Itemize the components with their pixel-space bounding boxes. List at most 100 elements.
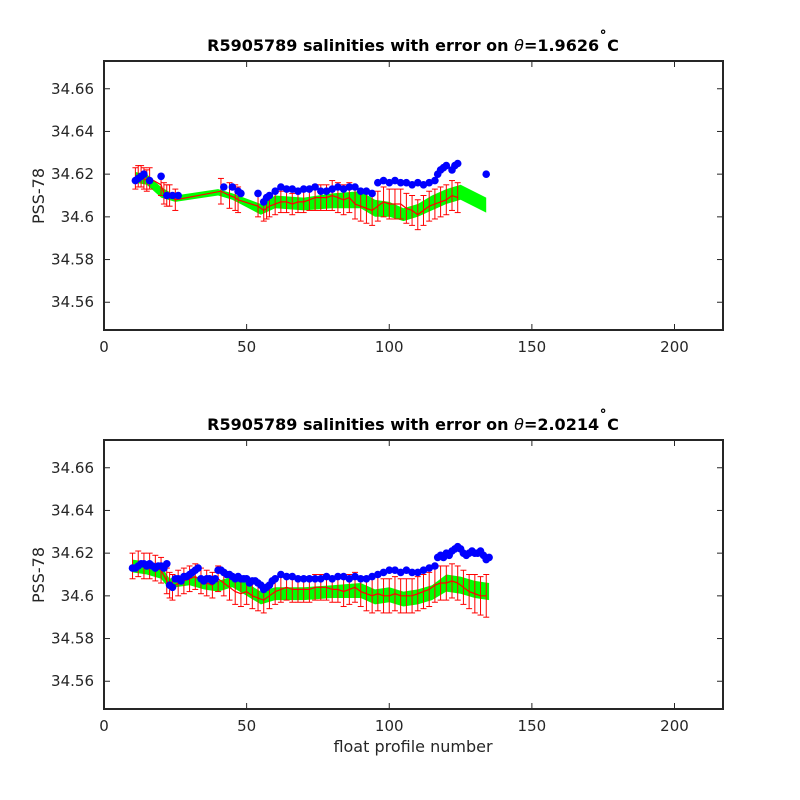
x-tick-label: 200 [660,338,689,356]
error-bar [454,182,461,214]
chart-panel-2: R5905789 salinities with error on θ=2.02… [29,408,724,756]
calibrated-point [362,575,371,583]
calibrated-point [194,564,202,572]
error-bar [460,569,467,605]
calibrated-point [356,575,365,583]
calibrated-point [282,572,291,581]
y-axis-label-1: PSS-78 [29,168,48,224]
y-tick-label: 34.56 [51,293,94,311]
calibrated-point [294,187,302,195]
climatology-band [135,172,487,222]
calibrated-point [351,183,359,191]
calibrated-point [288,572,297,581]
error-bar [426,571,433,608]
calibrated-point [322,187,331,195]
x-tick-label: 0 [99,717,109,735]
calibrated-point [351,572,359,581]
calibrated-point [482,170,491,178]
calibrated-point [374,570,382,579]
chart-title-1: R5905789 salinities with error on θ=1.96… [207,29,619,55]
y-tick-label: 34.66 [51,80,94,98]
error-bar [403,192,410,224]
calibrated-point [345,183,354,191]
calibrated-point [265,191,274,200]
error-bar [289,192,296,216]
calibrated-point [328,575,337,583]
error-bar [449,563,456,599]
calibrated-layer-2 [128,542,493,594]
error-bar [414,576,421,612]
calibrated-point [334,183,342,191]
calibrated-point [163,560,171,568]
climatology-band [132,559,490,607]
y-tick-label: 34.56 [51,672,94,690]
calibrated-point [220,183,228,191]
calibrated-point [277,570,285,579]
plot-frame-1 [103,60,724,331]
calibrated-point [271,575,280,583]
calibrated-point [425,178,434,187]
calibrated-point [328,185,337,193]
calibrated-point [299,185,308,193]
error-bar [397,578,404,614]
x-tick-label: 100 [375,717,404,735]
calibrated-point [163,191,171,200]
error-bar [466,574,473,610]
error-bar [454,565,461,601]
calibrated-point [311,575,319,583]
calibrated-point [237,189,245,198]
error-bar [409,578,416,614]
calibrated-point [379,568,388,577]
error-bar [420,574,427,610]
calibrated-point [271,187,280,195]
calibrated-point [396,568,405,577]
calibrated-point [402,566,411,574]
calibrated-layer-1 [131,159,491,206]
calibrated-point [374,178,382,187]
calibrated-point [356,187,365,195]
error-bar [443,184,450,216]
calibrated-point [368,189,376,198]
calibrated-point [368,572,376,581]
y-tick-label: 34.6 [61,587,94,605]
calibrated-point [305,185,314,193]
calibrated-point [322,572,331,581]
calibrated-point [408,568,416,577]
error-bar [426,190,433,222]
calibrated-point [277,183,285,191]
y-tick-label: 34.66 [51,459,94,477]
calibrated-point [317,187,325,195]
calibrated-point [140,170,148,178]
error-bar [380,578,387,614]
calibrated-point [305,575,314,583]
error-bar [437,186,444,218]
calibrated-point [334,572,342,581]
calibrated-point [379,176,388,185]
x-axis-label-2: float profile number [333,737,493,756]
calibrated-point [453,159,462,168]
calibrated-point [174,191,182,200]
calibrated-point [157,172,165,181]
calibrated-point [228,183,237,191]
calibrated-point [414,568,422,577]
y-tick-label: 34.62 [51,544,94,562]
calibrated-point [385,178,394,187]
calibrated-point [254,189,262,198]
error-bar [403,578,410,614]
error-bar [431,188,438,220]
y-tick-label: 34.58 [51,251,94,269]
calibrated-point [442,161,451,170]
x-tick-label: 150 [518,338,547,356]
error-bar [397,188,404,220]
calibrated-point [431,176,439,185]
calibrated-point [282,185,291,193]
error-bar [386,188,393,220]
error-bar [386,578,393,614]
y-tick-label: 34.64 [51,122,94,140]
error-bar [414,199,421,231]
chart-panel-1: R5905789 salinities with error on θ=1.96… [29,29,724,356]
calibrated-point [168,583,177,592]
calibrated-point [294,575,302,583]
x-tick-label: 150 [518,717,547,735]
